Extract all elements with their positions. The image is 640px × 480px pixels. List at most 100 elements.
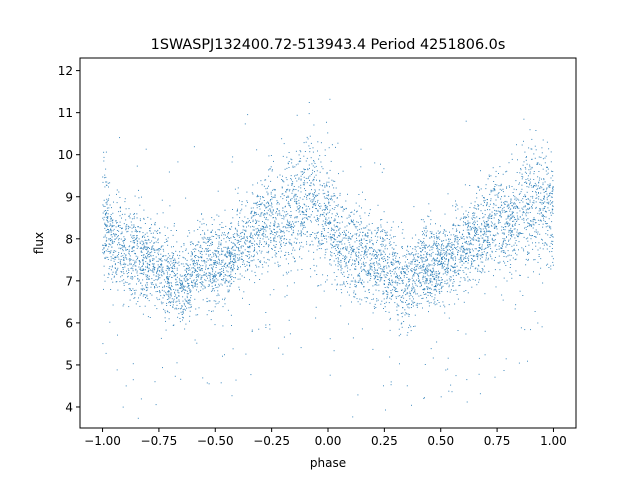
data-point	[388, 242, 390, 244]
data-point	[180, 378, 182, 380]
data-point	[459, 225, 461, 227]
data-point	[426, 252, 428, 254]
data-point	[476, 192, 478, 194]
data-point	[140, 282, 142, 284]
data-point	[436, 260, 438, 262]
data-point	[333, 272, 335, 274]
data-point	[371, 269, 373, 271]
data-point	[442, 243, 443, 245]
data-point	[413, 258, 415, 260]
data-point	[200, 256, 202, 258]
data-point	[361, 299, 363, 301]
data-point	[393, 236, 394, 238]
data-point	[217, 272, 219, 274]
data-point	[192, 284, 194, 286]
data-point	[162, 270, 164, 272]
data-point	[192, 254, 193, 256]
data-point	[441, 260, 443, 262]
data-point	[201, 270, 203, 272]
data-point	[105, 257, 107, 259]
data-point	[513, 244, 515, 246]
data-point	[425, 268, 427, 270]
data-point	[334, 239, 336, 241]
data-point	[422, 281, 424, 283]
data-point	[233, 277, 235, 278]
data-point	[526, 163, 528, 165]
data-point	[249, 251, 251, 253]
data-point	[389, 319, 391, 321]
data-point	[422, 234, 424, 236]
data-point	[284, 296, 286, 298]
data-point	[478, 373, 480, 375]
data-point	[190, 295, 192, 296]
data-point	[263, 241, 265, 243]
data-point	[439, 279, 441, 281]
data-point	[292, 183, 294, 185]
data-point	[535, 236, 537, 238]
data-point	[466, 217, 468, 218]
data-point	[263, 226, 264, 227]
data-point	[347, 291, 348, 293]
data-point	[492, 190, 494, 192]
data-point	[105, 184, 107, 186]
data-point	[474, 220, 476, 222]
data-point	[296, 242, 298, 244]
data-point	[409, 298, 411, 300]
data-point	[261, 264, 263, 266]
data-point	[250, 241, 252, 243]
data-point	[224, 263, 226, 265]
data-point	[313, 251, 315, 253]
data-point	[276, 203, 278, 205]
data-point	[167, 311, 169, 313]
data-point	[359, 275, 361, 277]
data-point	[375, 289, 377, 291]
data-point	[373, 273, 375, 275]
data-point	[267, 271, 269, 273]
data-point	[551, 170, 552, 172]
data-point	[538, 192, 539, 194]
data-point	[338, 234, 340, 236]
data-point	[423, 242, 425, 244]
data-point	[194, 283, 196, 285]
data-point	[136, 237, 137, 239]
data-point	[421, 256, 423, 258]
data-point	[520, 169, 522, 171]
data-point	[132, 265, 134, 267]
data-point	[256, 243, 258, 245]
data-point	[231, 269, 233, 271]
data-point	[510, 229, 511, 231]
data-point	[143, 247, 144, 249]
data-point	[290, 158, 292, 160]
data-point	[129, 260, 131, 262]
data-point	[298, 202, 300, 204]
data-point	[318, 158, 320, 160]
data-point	[313, 258, 315, 260]
data-point	[271, 169, 273, 171]
data-point	[455, 257, 457, 259]
data-point	[249, 236, 251, 237]
data-point	[479, 247, 481, 249]
data-point	[500, 206, 502, 208]
data-point	[154, 286, 155, 287]
data-point	[176, 284, 178, 285]
data-point	[189, 289, 191, 291]
data-point	[440, 282, 442, 283]
data-point	[286, 230, 288, 232]
data-point	[440, 261, 442, 263]
data-point	[396, 314, 398, 316]
data-point	[302, 211, 304, 213]
data-point	[538, 179, 540, 181]
data-point	[434, 259, 436, 261]
data-point	[538, 192, 539, 193]
data-point	[541, 215, 543, 217]
data-point	[136, 270, 138, 272]
data-point	[505, 171, 507, 173]
data-point	[239, 233, 241, 235]
data-point	[107, 199, 109, 201]
data-point	[314, 192, 316, 193]
data-point	[421, 260, 423, 262]
data-point	[239, 257, 241, 259]
data-point	[266, 243, 267, 244]
data-point	[395, 291, 396, 292]
data-point	[492, 188, 494, 190]
